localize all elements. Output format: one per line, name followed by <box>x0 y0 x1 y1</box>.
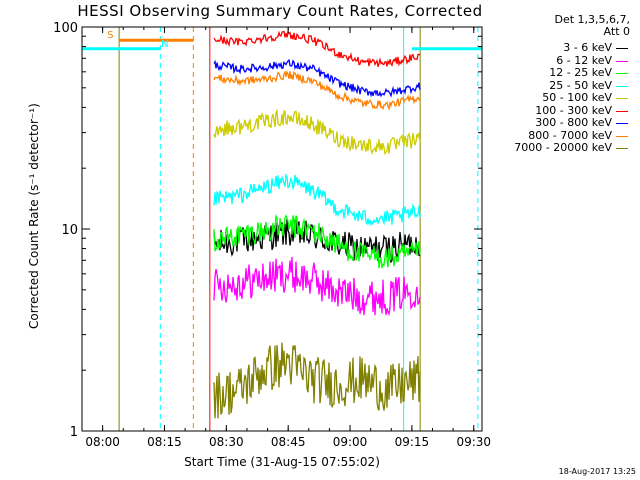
annotations: SN <box>82 30 482 51</box>
y-axis-label: Corrected Count Rate (s⁻¹ detector⁻¹) <box>27 103 41 329</box>
legend-entry: 25 - 50 keV <box>440 78 630 92</box>
legend-label: 12 - 25 keV <box>549 66 612 79</box>
series-line <box>213 173 421 227</box>
legend-swatch <box>616 73 628 74</box>
series-line <box>213 342 421 419</box>
legend-label: 7000 - 20000 keV <box>514 141 612 154</box>
legend-swatch <box>616 110 628 112</box>
x-tick-label: 09:30 <box>456 435 491 449</box>
x-tick-label: 08:15 <box>147 435 182 449</box>
legend-label: 3 - 6 keV <box>563 41 612 54</box>
series-line <box>213 256 421 317</box>
legend-entry: 300 - 800 keV <box>440 117 630 129</box>
x-tick-label: 08:00 <box>85 435 120 449</box>
series-line <box>213 108 421 156</box>
y-tick-label: 10 <box>61 223 78 238</box>
x-tick-label: 09:15 <box>395 435 430 449</box>
legend-entry: 100 - 300 keV <box>440 103 630 117</box>
legend-swatch <box>616 135 628 137</box>
legend-label: 300 - 800 keV <box>535 116 612 129</box>
legend-header-line-2: Att 0 <box>603 25 630 38</box>
series-line <box>213 70 421 112</box>
vertical-markers <box>118 27 479 431</box>
y-axis: 1 10 100 <box>53 21 482 440</box>
x-axis: 08:00 08:15 08:30 08:45 09:00 09:15 09:30 <box>81 27 491 449</box>
legend-label: 50 - 100 keV <box>542 91 612 104</box>
legend-swatch <box>616 60 628 62</box>
x-axis-label: Start Time (31-Aug-15 07:55:02) <box>184 455 380 469</box>
legend-entry: 50 - 100 keV <box>440 92 630 104</box>
series-line <box>213 58 421 98</box>
series-line <box>213 30 421 67</box>
legend-swatch <box>616 48 628 49</box>
legend-swatch <box>616 148 628 149</box>
legend-swatch <box>616 85 628 87</box>
legend-swatch <box>616 123 628 124</box>
legend-label: 6 - 12 keV <box>556 53 612 67</box>
y-tick-label: 1 <box>70 425 78 440</box>
legend-label: 100 - 300 keV <box>535 103 612 117</box>
footer-timestamp: 18-Aug-2017 13:25 <box>558 467 636 476</box>
x-tick-label: 08:30 <box>209 435 244 449</box>
annotation-label: N <box>161 39 168 50</box>
legend-entry: 3 - 6 keV <box>440 42 630 54</box>
legend-entry: 7000 - 20000 keV <box>440 142 630 154</box>
series-group <box>213 30 421 419</box>
annotation-label: S <box>107 30 113 41</box>
y-tick-label: 100 <box>53 21 78 36</box>
legend-label: 800 - 7000 keV <box>528 128 612 142</box>
legend-header-line-1: Det 1,3,5,6,7, <box>554 13 630 26</box>
legend-entry: 800 - 7000 keV <box>440 128 630 142</box>
legend-label: 25 - 50 keV <box>549 78 612 92</box>
x-tick-label: 08:45 <box>271 435 306 449</box>
legend-swatch <box>616 98 628 99</box>
x-tick-label: 09:00 <box>333 435 368 449</box>
legend-entry: 6 - 12 keV <box>440 53 630 67</box>
series-line <box>213 213 421 269</box>
chart-title: HESSI Observing Summary Count Rates, Cor… <box>77 2 483 20</box>
legend-entry: 12 - 25 keV <box>440 67 630 79</box>
